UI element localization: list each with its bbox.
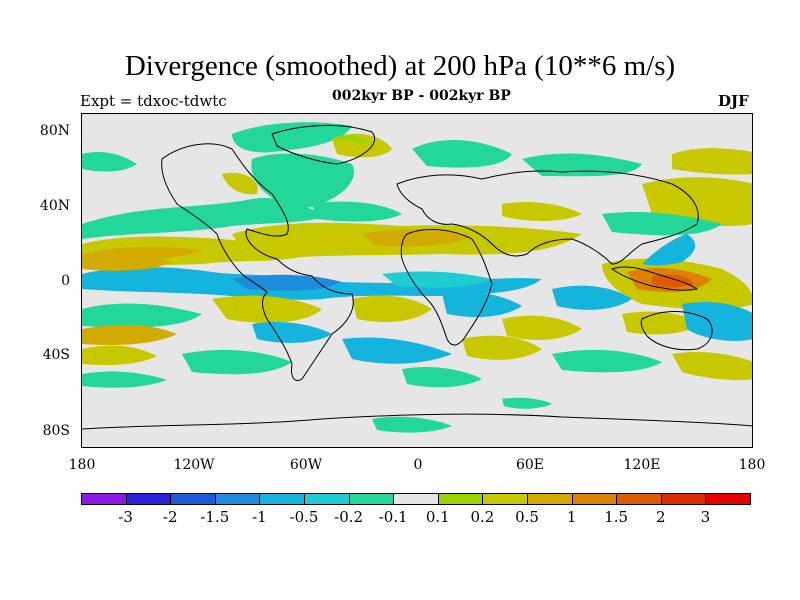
divergence-patch (682, 302, 752, 341)
divergence-patch (82, 152, 137, 172)
divergence-patch (82, 345, 157, 366)
divergence-patch (182, 349, 292, 375)
colorbar-label: -1.5 (200, 508, 230, 526)
divergence-patch (552, 349, 662, 373)
divergence-patch (251, 153, 354, 209)
divergence-patch (642, 234, 696, 266)
lat-label-40s: 40S (42, 347, 70, 363)
colorbar-swatch (81, 493, 127, 505)
colorbar-swatch (214, 493, 261, 505)
colorbar-label: -1 (252, 508, 267, 526)
lon-label-120e: 120E (623, 457, 661, 473)
divergence-patch (82, 303, 202, 328)
colorbar-swatch (348, 493, 395, 505)
divergence-patch (622, 311, 702, 335)
colorbar-swatch (660, 493, 707, 505)
colorbar-swatch (527, 493, 573, 505)
colorbar-label: 2 (656, 508, 666, 526)
colorbar-label: 0.2 (470, 508, 495, 526)
divergence-patch (502, 315, 582, 340)
colorbar-swatch (616, 493, 662, 505)
colorbar-swatch (170, 493, 216, 505)
divergence-patch (352, 295, 432, 322)
divergence-patch (672, 352, 752, 381)
divergence-patch (502, 397, 552, 409)
divergence-patch (522, 153, 642, 177)
colorbar-label: -3 (118, 508, 133, 526)
coastlines (82, 124, 752, 430)
period-label: 002kyr BP - 002kyr BP (332, 88, 511, 104)
divergence-patch (602, 212, 722, 236)
colorbar-swatch (705, 493, 751, 505)
lat-label-40n: 40N (39, 198, 70, 214)
coastline-americas (161, 143, 354, 381)
divergence-patch (502, 202, 582, 221)
divergence-patch (412, 139, 512, 168)
divergence-patch (462, 335, 542, 360)
coastline-australia (640, 311, 713, 351)
divergence-patch (652, 274, 694, 288)
map-title: Divergence (smoothed) at 200 hPa (10**6 … (124, 50, 676, 82)
colorbar-swatch (393, 493, 439, 505)
season-label: DJF (718, 92, 749, 110)
coastline-africa (400, 229, 493, 346)
lon-label-180e: 180 (738, 457, 766, 473)
coastline-eurasia (396, 170, 699, 265)
colorbar-swatch (259, 493, 305, 505)
divergence-patch (642, 177, 752, 226)
divergence-patch (342, 337, 452, 364)
divergence-patch (212, 295, 322, 323)
map-panel (81, 113, 753, 448)
divergence-field (82, 114, 752, 447)
coastline-indonesia (610, 266, 699, 291)
lat-label-80n: 80N (39, 123, 70, 139)
experiment-label: Expt = tdxoc-tdwtc (80, 92, 227, 110)
lon-label-0: 0 (413, 457, 423, 473)
colorbar-label: 3 (700, 508, 711, 526)
divergence-patch (372, 416, 452, 433)
colorbar-label: -0.2 (334, 508, 364, 526)
divergence-patch (442, 292, 522, 318)
coastline-antarctica (82, 413, 752, 430)
divergence-patch (672, 148, 752, 175)
divergence-patch (232, 122, 352, 153)
colorbar-swatch (437, 493, 484, 505)
divergence-patch (402, 367, 482, 388)
colorbar-swatch (482, 493, 528, 505)
colorbar-label: -2 (162, 508, 178, 526)
colorbar-swatch (304, 493, 350, 505)
colorbar-label: -0.1 (378, 508, 408, 526)
colorbar-label: 1 (566, 508, 577, 526)
lon-label-180w: 180 (68, 457, 96, 473)
divergence-patch (362, 229, 472, 247)
colorbar-label: 1.5 (604, 508, 629, 526)
divergence-patch (82, 251, 172, 271)
colorbar-label: -0.5 (289, 508, 319, 526)
lon-label-120w: 120W (173, 457, 215, 473)
colorbar-swatch (125, 493, 172, 505)
divergence-patch (82, 324, 177, 345)
colorbar-swatch (571, 493, 618, 505)
lat-label-0: 0 (61, 273, 70, 289)
lon-label-60e: 60E (515, 457, 545, 473)
divergence-patch (222, 172, 258, 195)
divergence-patch (82, 371, 167, 388)
coastline-greenland (271, 124, 375, 165)
divergence-patch (312, 201, 402, 222)
colorbar-label: 0.1 (425, 508, 450, 526)
colorbar-label: 0.5 (515, 508, 539, 526)
lat-label-80s: 80S (42, 423, 70, 439)
lon-label-60w: 60W (289, 457, 323, 473)
divergence-patch (332, 135, 372, 144)
divergence-patch (552, 285, 632, 310)
divergence-patch (82, 197, 332, 239)
